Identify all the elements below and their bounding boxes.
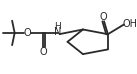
Text: O: O (100, 12, 107, 22)
Text: N: N (54, 27, 61, 37)
Text: H: H (54, 22, 61, 31)
Text: O: O (40, 47, 48, 57)
Text: O: O (24, 28, 31, 38)
Text: OH: OH (122, 19, 137, 29)
